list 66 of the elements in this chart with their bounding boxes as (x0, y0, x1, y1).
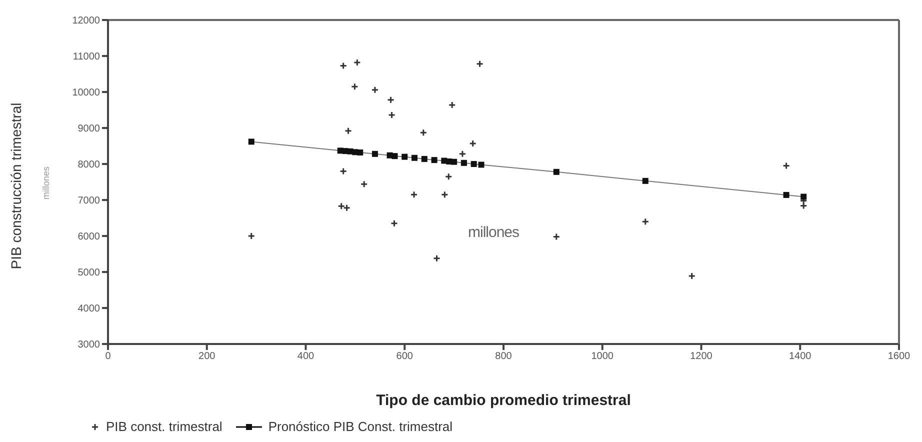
y-tick-label: 3000 (78, 340, 100, 351)
point (451, 158, 458, 165)
y-tick-label: 9000 (78, 124, 100, 135)
point (783, 192, 790, 198)
point (800, 194, 807, 200)
point (412, 154, 418, 161)
point (360, 180, 368, 188)
point (469, 140, 477, 148)
y-tick-label: 5000 (78, 268, 100, 279)
y-axis-title: PIB construcción trimestral (8, 102, 24, 272)
x-tick-label: 600 (396, 351, 414, 362)
point (421, 156, 428, 162)
point (390, 220, 398, 228)
x-tick-label: 200 (198, 351, 216, 362)
legend-label: PIB const. trimestral (106, 419, 222, 434)
text: millones (41, 166, 51, 202)
point (470, 161, 477, 167)
point (350, 82, 358, 90)
y-tick-label: 12000 (72, 16, 100, 27)
point (782, 162, 790, 170)
y-tick-label: 8000 (78, 160, 100, 171)
point (388, 111, 396, 119)
y-tick-label: 11000 (72, 52, 100, 63)
point (642, 218, 650, 226)
y-tick-label: 7000 (78, 196, 100, 207)
point (460, 160, 467, 166)
point (371, 86, 379, 94)
point (340, 62, 348, 70)
y-tick-label: 6000 (78, 232, 100, 243)
x-tick-label: 400 (297, 351, 315, 362)
point (476, 60, 484, 68)
point (340, 167, 348, 175)
x-axis-title: Tipo de cambio promedio trimestral (376, 392, 631, 409)
point (552, 232, 560, 240)
y-tick-label: 10000 (72, 88, 100, 99)
point (448, 101, 456, 109)
point (642, 178, 648, 184)
x-tick-label: 1400 (789, 351, 812, 362)
x-tick-label: 1600 (888, 351, 911, 362)
point (420, 128, 428, 136)
point (392, 153, 398, 160)
point (353, 58, 361, 66)
x-tick-label: 1200 (690, 351, 713, 362)
point (431, 157, 438, 164)
point (433, 254, 441, 262)
point (248, 138, 254, 145)
point (372, 150, 378, 157)
point (688, 272, 696, 280)
annotation: millones (468, 224, 520, 241)
point (387, 96, 395, 104)
point (402, 154, 408, 160)
point (444, 172, 452, 180)
point (357, 149, 364, 156)
point (248, 232, 256, 240)
legend-label: Pronóstico PIB Const. trimestral (268, 419, 453, 434)
point (478, 162, 484, 168)
point (440, 190, 448, 198)
point (344, 127, 352, 135)
x-tick-label: 1000 (591, 351, 614, 362)
point (800, 202, 808, 210)
x-tick-label: 0 (105, 351, 112, 362)
y-tick-label: 4000 (78, 304, 100, 315)
point (553, 168, 560, 175)
x-tick-label: 800 (495, 351, 512, 362)
point (458, 150, 466, 158)
point (410, 190, 418, 198)
